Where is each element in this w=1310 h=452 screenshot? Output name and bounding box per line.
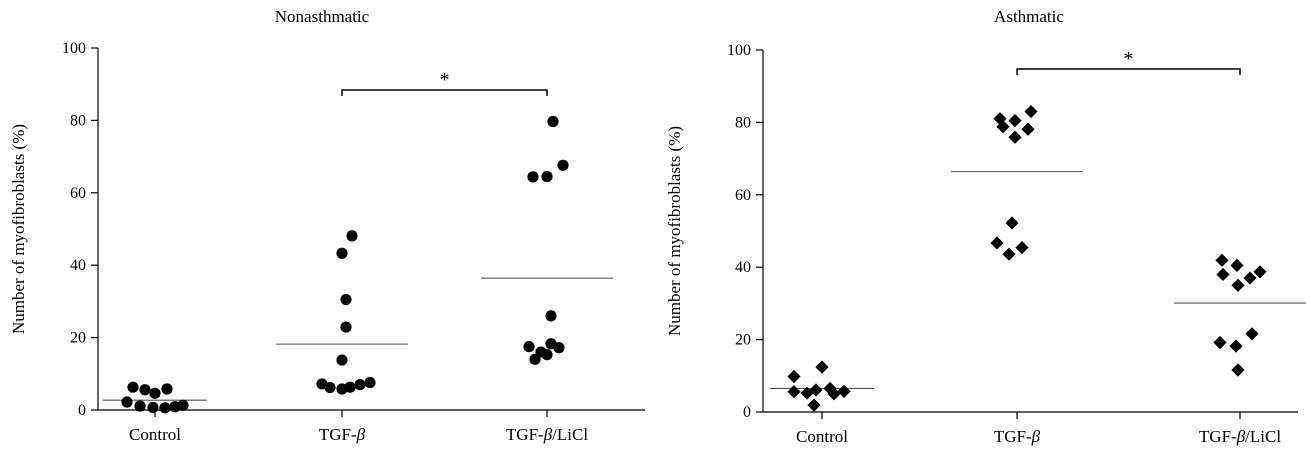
data-point	[340, 293, 352, 306]
data-point	[1216, 267, 1230, 282]
data-point	[1008, 113, 1022, 128]
data-point	[1230, 258, 1244, 272]
data-point	[1005, 216, 1019, 230]
data-point	[1215, 253, 1229, 267]
x-tick-label: TGF-β/LiCl	[506, 425, 588, 444]
data-point	[336, 247, 348, 259]
data-point	[121, 396, 133, 408]
x-tick-label: TGF-β	[319, 425, 366, 444]
data-point	[149, 387, 161, 399]
significance-bracket	[341, 89, 548, 96]
data-point	[1229, 339, 1243, 353]
data-point	[823, 381, 837, 396]
y-tick-label: 0	[78, 402, 86, 419]
data-point	[1015, 241, 1029, 255]
data-point	[1243, 271, 1257, 285]
data-point	[346, 230, 358, 242]
data-point	[1245, 327, 1259, 341]
significance-label: *	[1124, 48, 1134, 70]
y-tick-label: 40	[735, 259, 751, 276]
data-point	[787, 369, 801, 384]
y-tick-label: 60	[735, 187, 751, 204]
data-point	[800, 386, 814, 400]
data-point	[127, 381, 139, 393]
y-axis-label: Number of myofibroblasts (%)	[665, 126, 684, 336]
data-point	[815, 360, 829, 374]
data-point	[809, 383, 823, 397]
data-point	[1213, 335, 1227, 350]
data-point	[364, 376, 376, 389]
y-tick-label: 20	[70, 330, 86, 347]
chart-title: Asthmatic	[994, 7, 1064, 26]
data-point	[837, 384, 851, 398]
data-point	[807, 398, 821, 412]
y-tick-label: 80	[735, 114, 751, 131]
data-point	[787, 385, 801, 399]
data-point	[541, 170, 553, 183]
y-tick-label: 0	[743, 404, 751, 421]
y-tick-label: 20	[735, 332, 751, 349]
data-point	[547, 115, 559, 128]
data-point	[553, 342, 565, 354]
x-tick-label: Control	[129, 425, 181, 444]
x-tick-label: TGF-β	[994, 427, 1041, 446]
data-point	[1002, 247, 1016, 261]
data-point	[324, 381, 336, 394]
data-point	[1024, 104, 1038, 119]
data-point	[1231, 363, 1245, 377]
data-point	[134, 400, 146, 412]
data-point	[1021, 122, 1035, 136]
chart-panel-0: Nonasthmatic Number of myofibroblasts (%)…	[9, 7, 645, 444]
x-tick-label: Control	[796, 427, 848, 446]
data-point	[177, 399, 189, 411]
data-point	[1008, 130, 1022, 144]
data-point	[527, 171, 539, 183]
y-axis-label: Number of myofibroblasts (%)	[9, 124, 28, 334]
data-point	[159, 402, 171, 414]
data-point	[336, 354, 348, 366]
significance-bracket	[1016, 68, 1241, 75]
data-point	[147, 401, 159, 414]
y-tick-label: 100	[62, 40, 86, 57]
significance-label: *	[440, 69, 450, 91]
data-point	[990, 236, 1004, 250]
data-point	[557, 159, 569, 171]
data-point	[993, 112, 1007, 126]
data-point	[340, 321, 352, 333]
y-tick-label: 40	[70, 257, 86, 274]
data-point	[344, 381, 356, 393]
data-point	[139, 384, 151, 396]
data-point	[827, 387, 841, 401]
y-tick-label: 60	[70, 185, 86, 202]
data-point	[161, 383, 173, 395]
data-point	[545, 310, 557, 322]
data-point	[996, 120, 1010, 134]
chart-title: Nonasthmatic	[275, 7, 370, 26]
data-point	[1231, 278, 1245, 292]
chart-panel-1: Asthmatic Number of myofibroblasts (%) 0 20…	[665, 7, 1306, 446]
data-point	[1253, 265, 1267, 279]
data-point	[523, 341, 535, 353]
data-point	[529, 353, 541, 365]
y-tick-label: 100	[727, 42, 751, 59]
data-point	[541, 349, 553, 361]
y-tick-label: 80	[70, 112, 86, 129]
data-point	[354, 379, 366, 391]
x-tick-label: TGF-β/LiCl	[1199, 427, 1281, 446]
